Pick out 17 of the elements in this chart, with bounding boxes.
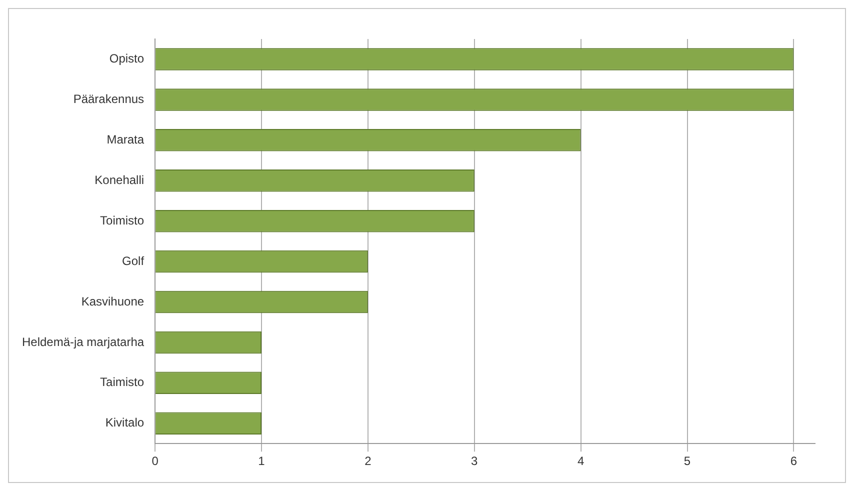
y-tick-label: Konehalli [94, 172, 144, 187]
y-tick-label: Opisto [109, 52, 144, 66]
y-tick-label: Marata [106, 132, 144, 146]
y-tick-label: Toimisto [100, 213, 144, 228]
x-tick-label: 1 [258, 454, 266, 468]
y-tick-label: Päärakennus [73, 92, 144, 106]
x-tick-label: 2 [364, 454, 372, 468]
y-tick-label: Heldemä-ja marjatarha [22, 334, 144, 349]
x-tick-label: 0 [152, 454, 159, 468]
y-tick-label: Kivitalo [105, 416, 144, 430]
x-tick-label: 3 [471, 454, 478, 468]
x-tick-label: 5 [684, 454, 691, 468]
x-tick-label: 6 [790, 454, 798, 468]
y-tick-label: Taimisto [100, 375, 144, 390]
x-tick-label: 4 [577, 454, 584, 468]
y-tick-label: Golf [122, 254, 145, 268]
y-tick-label: Kasvihuone [81, 294, 144, 308]
